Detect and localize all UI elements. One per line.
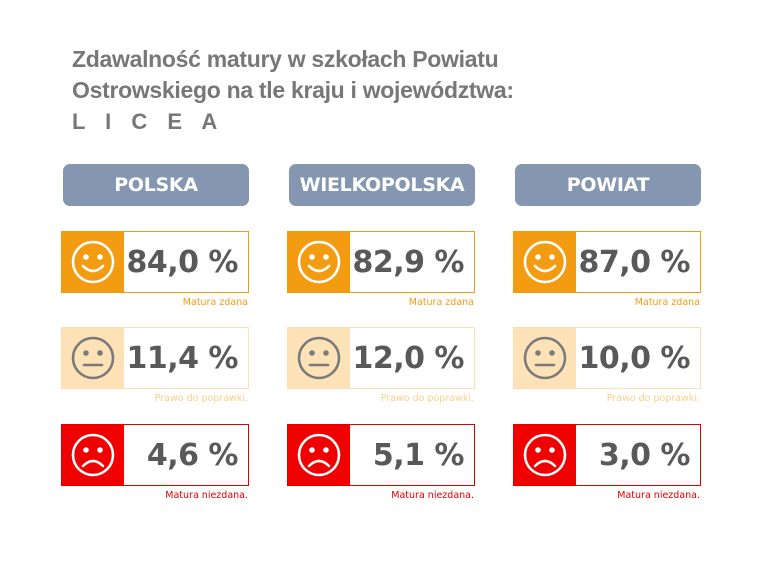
smiley-neutral-icon [62,328,124,388]
pass-note: Matura zdana [634,297,700,308]
retry-value: 10,0 % [578,340,690,376]
smiley-happy-icon [514,232,576,292]
fail-card: 5,1 % Matura niezdana. [287,424,475,501]
fail-note: Matura niezdana. [617,490,700,501]
pass-card: 84,0 % Matura zdana [61,231,249,308]
fail-card: 4,6 % Matura niezdana. [61,424,249,501]
pass-note: Matura zdana [408,297,474,308]
smiley-sad-icon [62,425,124,485]
fail-value: 5,1 % [372,437,465,473]
pass-card: 82,9 % Matura zdana [287,231,475,308]
retry-note: Prawo do poprawki. [606,393,700,404]
column-header: WIELKOPOLSKA [289,164,475,206]
title-line-3: L I C E A [72,109,225,134]
column-header: POLSKA [63,164,249,206]
fail-card: 3,0 % Matura niezdana. [513,424,701,501]
pass-value: 82,9 % [352,244,464,280]
pass-card: 87,0 % Matura zdana [513,231,701,308]
smiley-sad-icon [288,425,350,485]
retry-note: Prawo do poprawki. [154,393,248,404]
smiley-neutral-icon [288,328,350,388]
smiley-happy-icon [288,232,350,292]
fail-value: 3,0 % [598,437,691,473]
fail-note: Matura niezdana. [165,490,248,501]
retry-note: Prawo do poprawki. [380,393,474,404]
retry-card: 12,0 % Prawo do poprawki. [287,327,475,404]
title-line-2: Ostrowskiego na tle kraju i województwa: [72,77,514,103]
smiley-sad-icon [514,425,576,485]
fail-value: 4,6 % [146,437,239,473]
fail-note: Matura niezdana. [391,490,474,501]
retry-value: 12,0 % [352,340,464,376]
retry-card: 10,0 % Prawo do poprawki. [513,327,701,404]
retry-value: 11,4 % [126,340,238,376]
title-line-1: Zdawalność matury w szkołach Powiatu [72,46,499,72]
page-title: Zdawalność matury w szkołach Powiatu Ost… [72,44,514,137]
column-header: POWIAT [515,164,701,206]
smiley-neutral-icon [514,328,576,388]
smiley-happy-icon [62,232,124,292]
pass-value: 84,0 % [126,244,238,280]
pass-note: Matura zdana [182,297,248,308]
retry-card: 11,4 % Prawo do poprawki. [61,327,249,404]
pass-value: 87,0 % [578,244,690,280]
